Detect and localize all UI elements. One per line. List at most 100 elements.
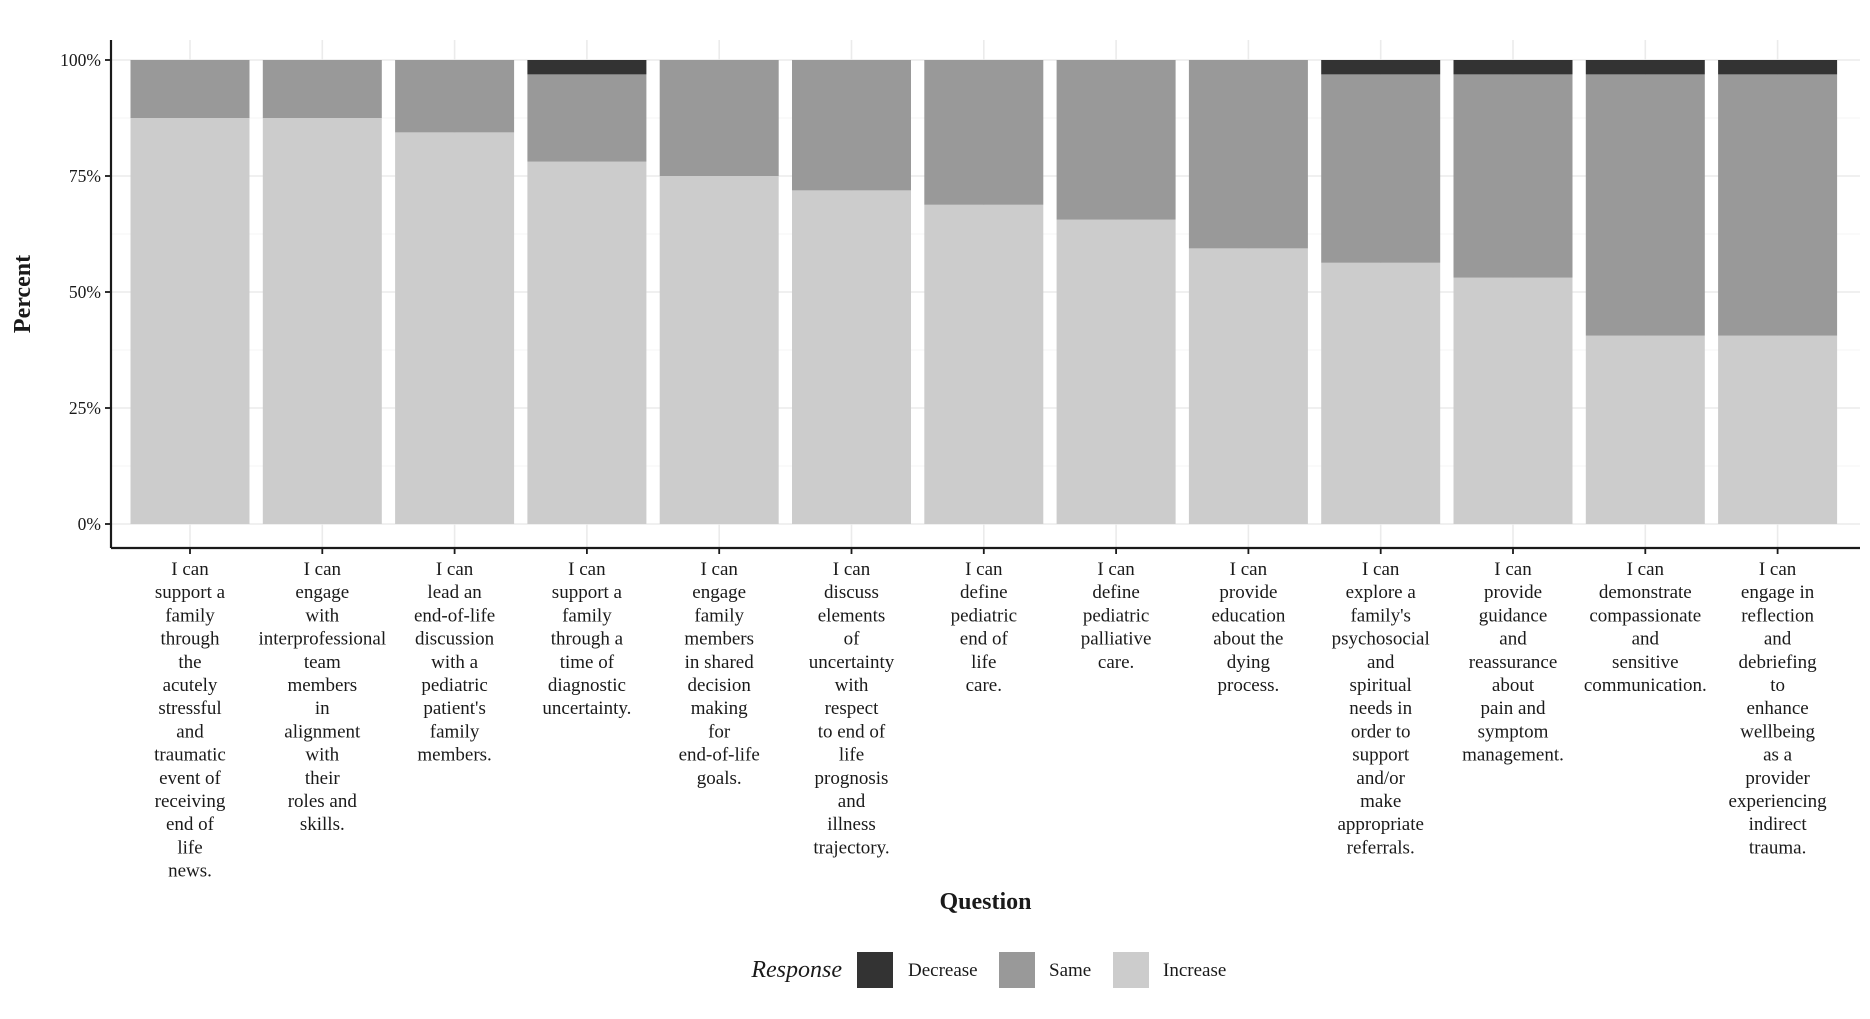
x-tick-label: I can provide education about the dying proce… xyxy=(1211,559,1285,696)
x-ticks: I can support a family through the acutely str… xyxy=(154,548,1827,882)
x-tick-label-line: their xyxy=(305,768,340,789)
x-tick-label-line: I can xyxy=(1627,559,1665,580)
bar-segment-decrease xyxy=(1718,60,1838,75)
x-tick-label-line: family's xyxy=(1350,605,1410,626)
x-tick-label-line: needs in xyxy=(1349,698,1412,719)
x-tick-label-line: interprofessional xyxy=(258,629,386,650)
x-tick-label-line: discuss xyxy=(824,582,879,603)
x-tick-label: I can support a family through the acutely str… xyxy=(154,559,226,882)
x-tick-label-line: support a xyxy=(155,582,226,603)
x-tick-label-line: I can xyxy=(568,559,606,580)
x-tick-label: I can discuss elements of uncertainty with res… xyxy=(809,559,895,858)
x-tick-label-line: wellbeing xyxy=(1740,721,1815,742)
x-tick-label-line: through a xyxy=(551,629,624,650)
x-tick-label-line: communication. xyxy=(1584,675,1707,696)
x-tick-label: I can engage family members in shared decisio… xyxy=(679,559,760,789)
x-tick-label-line: care. xyxy=(1098,652,1134,673)
x-tick-label-line: family xyxy=(694,605,744,626)
x-tick-label-line: prognosis xyxy=(815,768,889,789)
x-tick-label-line: dying xyxy=(1227,652,1271,673)
x-tick-label-line: order to xyxy=(1351,721,1411,742)
x-tick-label-line: engage xyxy=(692,582,746,603)
x-tick-label-line: management. xyxy=(1462,745,1564,766)
x-tick-label-line: provide xyxy=(1219,582,1277,603)
x-tick-label-line: lead an xyxy=(427,582,482,603)
x-tick-label-line: elements xyxy=(818,605,886,626)
x-tick-label: I can provide guidance and reassurance about p… xyxy=(1462,559,1564,766)
bars xyxy=(130,60,1838,524)
x-tick-label-line: roles and xyxy=(288,791,358,812)
bar-segment-increase xyxy=(395,132,515,524)
x-tick-label-line: care. xyxy=(966,675,1002,696)
x-tick-label-line: I can xyxy=(171,559,209,580)
x-tick-label-line: about the xyxy=(1213,629,1283,650)
x-tick-label-line: with xyxy=(835,675,869,696)
x-axis-title: Question xyxy=(939,889,1031,915)
x-tick-label-line: receiving xyxy=(155,791,226,812)
x-tick-label-line: family xyxy=(430,721,480,742)
x-tick-label-line: appropriate xyxy=(1337,814,1424,835)
y-axis-title: Percent xyxy=(10,255,36,333)
legend-key-increase xyxy=(1113,952,1149,988)
x-tick-label-line: compassionate xyxy=(1589,605,1701,626)
bar-segment-same xyxy=(527,74,647,162)
bar-segment-decrease xyxy=(1321,60,1441,75)
x-tick-label-line: provider xyxy=(1745,768,1810,789)
bar-segment-same xyxy=(395,60,515,133)
legend-title: Response xyxy=(750,957,842,983)
x-tick-label-line: explore a xyxy=(1346,582,1417,603)
x-tick-label-line: I can xyxy=(1230,559,1268,580)
x-tick-label-line: reassurance xyxy=(1469,652,1558,673)
x-tick-label: I can define pediatric palliative care. xyxy=(1081,559,1152,673)
x-tick-label-line: symptom xyxy=(1478,721,1549,742)
bar-segment-increase xyxy=(1453,277,1573,524)
x-tick-label-line: psychosocial xyxy=(1332,629,1430,650)
x-tick-label-line: I can xyxy=(1494,559,1532,580)
x-tick-label-line: and xyxy=(1632,629,1660,650)
x-tick-label-line: to xyxy=(1770,675,1785,696)
x-tick-label-line: and xyxy=(176,721,204,742)
x-tick-label-line: family xyxy=(165,605,215,626)
x-tick-label-line: define xyxy=(960,582,1007,603)
x-tick-label-line: pediatric xyxy=(421,675,487,696)
axes xyxy=(109,40,1860,550)
bar-segment-same xyxy=(1453,74,1573,278)
x-tick-label-line: news. xyxy=(168,861,212,882)
y-ticks: 0% 25% 50% 75% 100% xyxy=(60,50,111,534)
x-tick-label-line: experiencing xyxy=(1729,791,1828,812)
x-tick-label-line: support a xyxy=(552,582,623,603)
x-tick-label-line: pain and xyxy=(1481,698,1546,719)
bar-segment-increase xyxy=(1718,335,1838,524)
x-tick-label-line: guidance xyxy=(1479,605,1548,626)
x-tick-label: I can define pediatric end of life care. xyxy=(951,559,1017,696)
x-tick-label-line: and xyxy=(1764,629,1792,650)
x-tick-label-line: to end of xyxy=(818,721,886,742)
y-tick-label: 75% xyxy=(69,166,101,186)
x-tick-label-line: support xyxy=(1352,745,1410,766)
x-tick-label-line: and xyxy=(1367,652,1395,673)
bar-segment-increase xyxy=(792,190,911,524)
x-tick-label-line: time of xyxy=(560,652,615,673)
bar-segment-increase xyxy=(659,176,779,524)
x-tick-label-line: and xyxy=(1499,629,1527,650)
x-tick-label-line: and/or xyxy=(1356,768,1405,789)
bar-segment-increase xyxy=(924,204,1044,524)
x-tick-label-line: making xyxy=(691,698,748,719)
x-tick-label-line: I can xyxy=(436,559,474,580)
x-tick-label-line: life xyxy=(177,837,202,858)
x-tick-label-line: family xyxy=(562,605,612,626)
x-tick-label-line: palliative xyxy=(1081,629,1152,650)
legend-label-decrease: Decrease xyxy=(908,960,978,981)
x-tick-label-line: I can xyxy=(1097,559,1135,580)
x-tick-label-line: I can xyxy=(700,559,738,580)
x-tick-label-line: demonstrate xyxy=(1599,582,1692,603)
bar-segment-same xyxy=(130,60,250,118)
bar-segment-increase xyxy=(1188,248,1308,524)
x-tick-label-line: end-of-life xyxy=(679,745,760,766)
bar-segment-increase xyxy=(262,118,382,524)
x-tick-label-line: indirect xyxy=(1749,814,1808,835)
x-tick-label-line: diagnostic xyxy=(548,675,626,696)
legend-label-same: Same xyxy=(1049,960,1091,981)
